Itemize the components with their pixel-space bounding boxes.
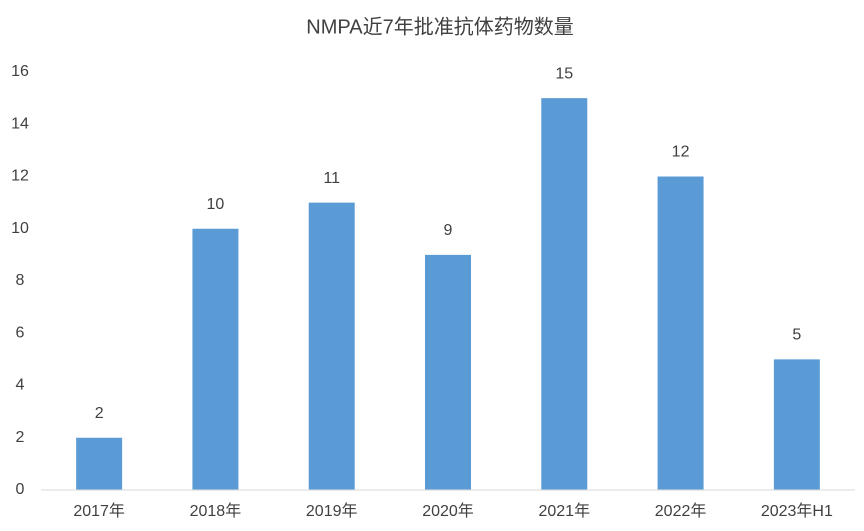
bar <box>773 359 820 490</box>
x-tick-label: 2018年 <box>190 502 242 520</box>
y-tick-label: 2 <box>16 429 25 446</box>
x-tick-label: 2019年 <box>306 502 358 520</box>
data-label: 12 <box>672 144 690 161</box>
y-tick-label: 4 <box>16 377 25 394</box>
bar <box>657 176 704 490</box>
x-tick-label: 2017年 <box>73 502 125 520</box>
data-label: 5 <box>792 327 801 344</box>
y-tick-label: 8 <box>16 272 25 289</box>
y-tick-label: 10 <box>11 220 29 237</box>
bar <box>541 98 588 490</box>
bar <box>192 228 239 490</box>
data-label: 2 <box>95 405 104 422</box>
bar <box>308 202 355 490</box>
data-label: 10 <box>207 196 225 213</box>
x-tick-label: 2023年H1 <box>761 502 833 520</box>
bar <box>76 437 123 490</box>
x-tick-label: 2020年 <box>422 502 474 520</box>
y-tick-label: 16 <box>11 63 29 80</box>
y-tick-label: 12 <box>11 168 29 185</box>
x-tick-label: 2021年 <box>538 502 590 520</box>
bar <box>425 254 471 490</box>
y-tick-label: 0 <box>16 481 25 498</box>
chart-title: NMPA近7年批准抗体药物数量 <box>306 15 573 38</box>
data-label: 9 <box>444 222 453 239</box>
data-label: 15 <box>555 65 573 82</box>
data-label: 11 <box>323 170 340 187</box>
y-tick-label: 6 <box>16 324 25 341</box>
x-tick-label: 2022年 <box>655 502 707 520</box>
y-tick-label: 14 <box>11 115 29 132</box>
